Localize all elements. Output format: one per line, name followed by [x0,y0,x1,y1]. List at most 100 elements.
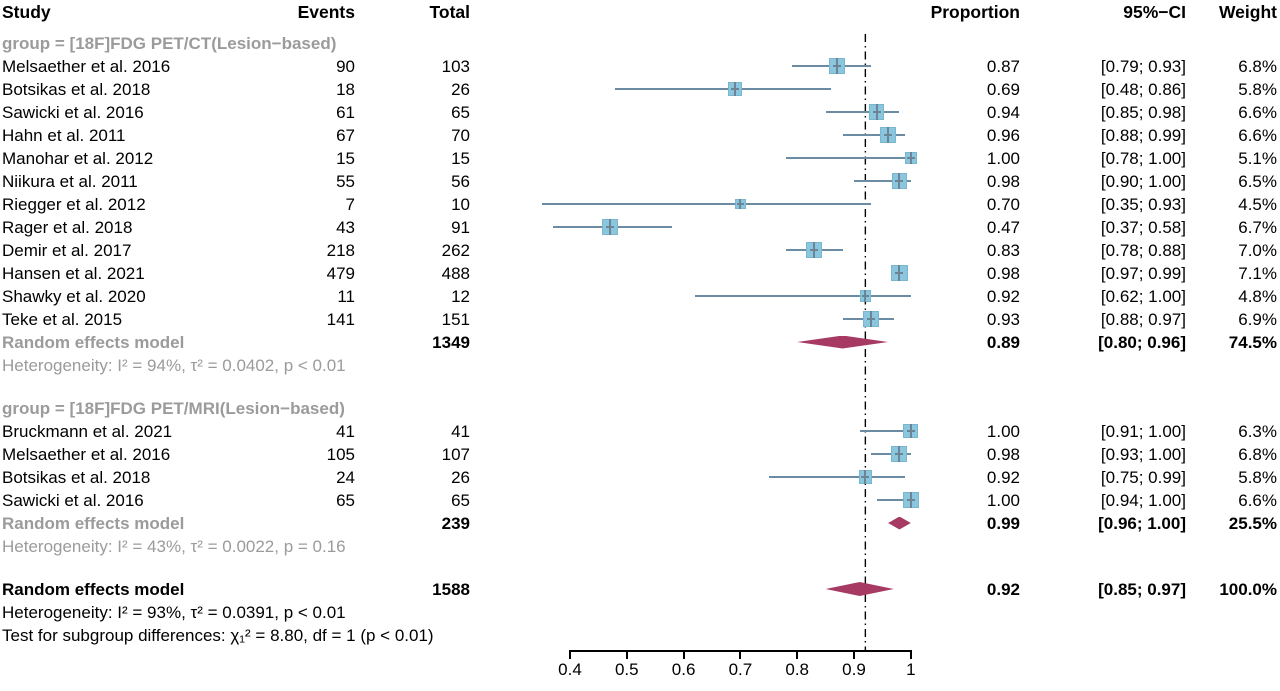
summary-label: Random effects model [2,332,185,352]
weight-value: 6.6% [1238,102,1277,122]
ci-value: [0.90; 1.00] [1100,171,1186,191]
study-name: Niikura et al. 2011 [2,171,138,191]
proportion-value: 0.98 [986,171,1020,191]
study-name: Botsikas et al. 2018 [2,467,151,487]
ci-value: [0.75; 0.99] [1100,467,1186,487]
events-value: 65 [336,490,355,510]
proportion-value: 0.98 [986,444,1020,464]
proportion-value: 0.89 [986,332,1020,352]
ci-value: [0.78; 0.88] [1100,240,1186,260]
events-value: 67 [336,125,355,145]
ci-value: [0.79; 0.93] [1100,56,1186,76]
forest-row-study: Hahn et al. 2011 67 70 0.96 [0.88; 0.99] 6.6% [0,124,1280,147]
col-header-study: Study [2,1,51,22]
summary-label: Random effects model [2,513,185,533]
forest-row-study: Melsaether et al. 2016 105 107 0.98 [0.93; 1… [0,443,1280,466]
ci-value: [0.97; 0.99] [1100,263,1186,283]
point-estimate-tick [832,65,841,67]
point-estimate-tick [605,226,614,228]
total-value: 262 [441,240,470,260]
proportion-value: 0.69 [986,79,1020,99]
ci-value: [0.62; 1.00] [1100,286,1186,306]
col-header-weight: Weight [1218,1,1277,22]
events-value: 105 [326,444,355,464]
total-value: 1588 [432,579,470,599]
proportion-value: 0.92 [986,286,1020,306]
total-value: 70 [451,125,470,145]
events-value: 55 [336,171,355,191]
heterogeneity-note: Heterogeneity: I² = 94%, τ² = 0.0402, p … [2,355,346,375]
weight-value: 6.8% [1238,444,1277,464]
col-header-ci: 95%−CI [1123,1,1186,22]
ci-value: [0.94; 1.00] [1100,490,1186,510]
plot-cell [540,101,932,124]
study-name: Shawky et al. 2020 [2,286,146,306]
forest-row-group: group = [18F]FDG PET/MRI(Lesion−based) [0,397,1280,420]
events-value: 18 [336,79,355,99]
proportion-value: 0.92 [986,579,1020,599]
proportion-value: 0.47 [986,217,1020,237]
weight-value: 74.5% [1228,332,1277,352]
x-axis-tick-label: 0.7 [728,660,753,679]
study-name: Sawicki et al. 2016 [2,102,144,122]
ci-value: [0.35; 0.93] [1100,194,1186,214]
plot-cell [540,308,932,331]
ci-value: [0.96; 1.00] [1098,513,1186,533]
proportion-value: 0.94 [986,102,1020,122]
total-value: 10 [451,194,470,214]
summary-diamond [888,516,911,530]
x-axis-tick [682,650,685,659]
events-value: 41 [336,421,355,441]
summary-label: Random effects model [2,579,185,599]
ci-line [785,157,911,159]
plot-cell [540,443,932,466]
weight-value: 5.8% [1238,467,1277,487]
ci-line [859,430,911,432]
group-label: group = [18F]FDG PET/MRI(Lesion−based) [2,398,345,418]
point-estimate-tick [895,180,904,182]
heterogeneity-note: Heterogeneity: I² = 93%, τ² = 0.0391, p … [2,602,346,622]
study-name: Botsikas et al. 2018 [2,79,151,99]
total-value: 151 [441,309,470,329]
study-name: Riegger et al. 2012 [2,194,146,214]
forest-row-summary: Random effects model 1349 0.89 [0.80; 0.96]… [0,331,1280,354]
proportion-value: 1.00 [986,421,1020,441]
study-name: Melsaether et al. 2016 [2,444,171,464]
ci-value: [0.88; 0.99] [1100,125,1186,145]
events-value: 7 [345,194,355,214]
total-value: 12 [451,286,470,306]
total-value: 1349 [432,332,470,352]
x-axis-tick-label: 0.4 [558,660,582,679]
study-name: Hahn et al. 2011 [2,125,126,145]
proportion-value: 0.83 [986,240,1020,260]
forest-row-het: Heterogeneity: I² = 94%, τ² = 0.0402, p … [0,354,1280,377]
weight-value: 6.7% [1238,217,1277,237]
plot-cell [540,239,932,262]
plot-cell [540,55,932,78]
column-header-row: Study Events Total Proportion 95%−CI Wei… [0,1,1280,24]
weight-value: 4.5% [1238,194,1277,214]
events-value: 43 [336,217,355,237]
weight-value: 5.8% [1238,79,1277,99]
total-value: 65 [451,490,470,510]
forest-row-study: Manohar et al. 2012 15 15 1.00 [0.78; 1.00] 5… [0,147,1280,170]
ci-line [876,499,911,501]
ci-value: [0.85; 0.97] [1098,579,1186,599]
total-value: 65 [451,102,470,122]
study-name: Demir et al. 2017 [2,240,132,260]
plot-cell [540,216,932,239]
total-value: 488 [441,263,470,283]
forest-row-group: group = [18F]FDG PET/CT(Lesion−based) [0,32,1280,55]
ci-line [768,476,906,478]
x-axis-tick-label: 0.9 [842,660,866,679]
events-value: 24 [336,467,355,487]
ci-value: [0.80; 0.96] [1098,332,1186,352]
group-label: group = [18F]FDG PET/CT(Lesion−based) [2,33,337,53]
study-name: Sawicki et al. 2016 [2,490,144,510]
forest-row-study: Shawky et al. 2020 11 12 0.92 [0.62; 1.00] 4.… [0,285,1280,308]
point-estimate-tick [895,453,904,455]
proportion-value: 0.98 [986,263,1020,283]
plot-cell [540,124,932,147]
point-estimate-tick [906,157,915,159]
subgroup-test-note: Test for subgroup differences: χ₁² = 8.8… [2,625,434,645]
